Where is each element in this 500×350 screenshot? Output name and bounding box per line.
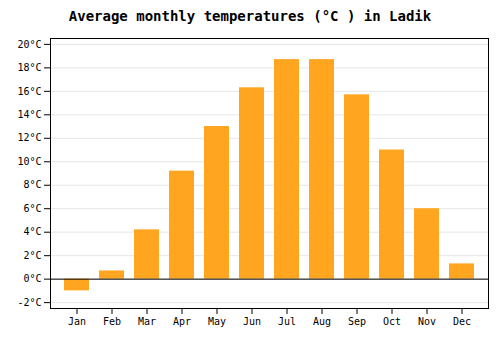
svg-text:Jun: Jun bbox=[243, 316, 261, 327]
svg-text:4°C: 4°C bbox=[23, 226, 41, 237]
svg-text:Apr: Apr bbox=[173, 316, 191, 327]
svg-text:Jul: Jul bbox=[278, 316, 296, 327]
svg-text:10°C: 10°C bbox=[17, 156, 41, 167]
svg-text:Nov: Nov bbox=[418, 316, 436, 327]
html-text:Average monthly temperatures (: Average monthly temperatures (°C ) in La… bbox=[68, 8, 432, 24]
svg-text:6°C: 6°C bbox=[23, 203, 41, 214]
svg-text:14°C: 14°C bbox=[17, 109, 41, 120]
svg-text:Mar: Mar bbox=[138, 316, 156, 327]
svg-text:18°C: 18°C bbox=[17, 62, 41, 73]
svg-text:0°C: 0°C bbox=[23, 273, 41, 284]
svg-text:12°C: 12°C bbox=[17, 132, 41, 143]
svg-text:Sep: Sep bbox=[348, 316, 366, 327]
svg-text:Feb: Feb bbox=[103, 316, 121, 327]
svg-text:16°C: 16°C bbox=[17, 86, 41, 97]
svg-text:Jan: Jan bbox=[68, 316, 86, 327]
svg-text:May: May bbox=[208, 316, 226, 327]
svg-text:2°C: 2°C bbox=[23, 250, 41, 261]
svg-text:-2°C: -2°C bbox=[17, 297, 41, 308]
svg-text:Aug: Aug bbox=[313, 316, 331, 327]
svg-text:8°C: 8°C bbox=[23, 179, 41, 190]
svg-text:Oct: Oct bbox=[383, 316, 401, 327]
svg-text:Dec: Dec bbox=[453, 316, 471, 327]
svg-text:20°C: 20°C bbox=[17, 39, 41, 50]
